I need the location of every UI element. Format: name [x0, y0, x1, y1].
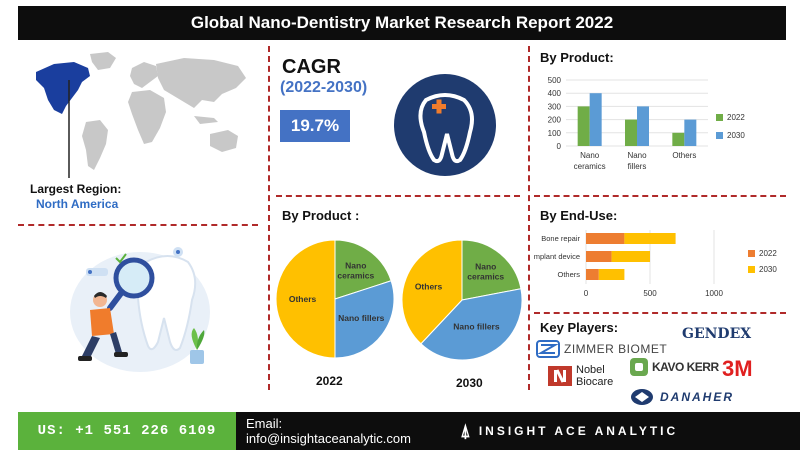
- phone-text: US: +1 551 226 6109: [37, 423, 217, 439]
- pie-slice-label: Nano fillers: [338, 313, 385, 323]
- zimmer-biomet-logo: ZIMMER BIOMET: [536, 340, 667, 358]
- y-tick-label: 100: [548, 129, 562, 138]
- legend-label: 2030: [727, 131, 745, 140]
- divider-enduse: [534, 312, 786, 314]
- tooth-icon: [394, 74, 496, 176]
- x-tick-label: 0: [584, 289, 589, 298]
- pie-slice: [334, 239, 392, 300]
- title-bar: Global Nano-Dentistry Market Research Re…: [18, 6, 786, 40]
- insightace-logo-icon: ⍋: [460, 420, 471, 441]
- pie-slice-label: Others: [289, 294, 317, 304]
- kavo-kerr-text: KAVO KERR: [652, 360, 719, 374]
- footer-phone[interactable]: US: +1 551 226 6109: [18, 412, 236, 450]
- pie-slice-label: Nano fillers: [453, 321, 500, 331]
- page-title: Global Nano-Dentistry Market Research Re…: [190, 13, 614, 32]
- divider-bar: [534, 195, 786, 197]
- bar-2022: [625, 119, 637, 146]
- footer-email[interactable]: Email: info@insightaceanalytic.com: [236, 412, 436, 450]
- email-text: Email: info@insightaceanalytic.com: [246, 416, 411, 446]
- bar-2022: [577, 106, 590, 146]
- gendex-logo: GENDEX: [682, 326, 751, 342]
- bar-2030: [598, 269, 625, 280]
- pie-slice: [461, 239, 522, 301]
- y-tick-label: 200: [548, 116, 562, 125]
- y-tick-label: Bone repair: [541, 234, 580, 243]
- cagr-period: (2022-2030): [280, 79, 368, 96]
- cagr-label: CAGR: [282, 56, 341, 78]
- pie-slice: [275, 239, 336, 359]
- y-tick-label: 0: [557, 142, 562, 151]
- zimmer-biomet-text: ZIMMER BIOMET: [564, 342, 668, 356]
- legend-swatch: [748, 250, 755, 257]
- pie-slice-label: Others: [415, 282, 443, 292]
- dentist-illustration: [70, 247, 210, 372]
- y-tick-label: Others: [557, 270, 580, 279]
- y-tick-label: 500: [548, 76, 562, 85]
- bar-2022: [672, 132, 685, 146]
- divider-cagr: [276, 195, 520, 197]
- x-tick-label: 1000: [705, 289, 723, 298]
- x-tick-label: Others: [672, 151, 696, 160]
- y-tick-label: mplant device: [534, 252, 580, 261]
- bar-2030: [611, 251, 650, 262]
- cagr-value: 19.7%: [290, 116, 340, 135]
- divider-left: [268, 46, 270, 390]
- pie-slice: [420, 288, 523, 361]
- pie-slice: [334, 280, 395, 359]
- nobel-biocare-logo: Nobel Biocare: [548, 364, 624, 388]
- bar-2030: [589, 93, 602, 146]
- gendex-text: GENDEX: [682, 326, 752, 342]
- legend-label: 2030: [759, 265, 777, 274]
- end-use-bar-chart: 0 500 1000 Bone repair mplant device Others 20…: [534, 230, 777, 298]
- x-tick-label: Nano: [627, 151, 647, 160]
- region-value: North America: [36, 197, 119, 211]
- pie-slice: [401, 239, 463, 345]
- bar-2030: [684, 119, 697, 146]
- nobel-biocare-text: Nobel Biocare: [576, 364, 614, 388]
- divider-right: [528, 46, 530, 390]
- x-tick-label: fillers: [628, 162, 647, 171]
- bar-2030: [624, 233, 676, 244]
- y-tick-label: 400: [548, 89, 562, 98]
- 3m-logo: 3M: [722, 356, 753, 382]
- brand-text: INSIGHT ACE ANALYTIC: [478, 424, 679, 438]
- x-tick-label: Nano: [580, 151, 600, 160]
- bar-2030: [637, 106, 649, 146]
- footer-brand: ⍋ INSIGHT ACE ANALYTIC: [436, 412, 800, 450]
- bar-2022: [586, 269, 599, 280]
- region-label: Largest Region:: [30, 182, 122, 196]
- legend-label: 2022: [727, 113, 745, 122]
- pie-year-2022: 2022: [316, 374, 343, 388]
- x-tick-label: 500: [643, 289, 657, 298]
- 3m-text: 3M: [722, 356, 753, 381]
- divider-region: [18, 224, 258, 226]
- key-players-title: Key Players:: [540, 320, 619, 335]
- pie-slice-label: Nano: [345, 260, 366, 270]
- north-america-highlight: [36, 62, 90, 114]
- bar-2022: [586, 251, 612, 262]
- world-map: [36, 52, 246, 178]
- by-product-pie-title: By Product :: [282, 208, 360, 223]
- kavo-kerr-logo: KAVO KERR: [630, 358, 719, 376]
- x-tick-label: ceramics: [574, 162, 606, 171]
- pie-slice-label: ceramics: [337, 270, 374, 280]
- legend-swatch: [716, 132, 723, 139]
- y-tick-label: 300: [548, 102, 562, 111]
- pie-year-2030: 2030: [456, 376, 483, 390]
- bar-2022: [586, 233, 625, 244]
- pie-slice-label: ceramics: [467, 271, 504, 281]
- cagr-value-badge: 19.7%: [280, 110, 350, 142]
- danaher-logo: DANAHER: [630, 388, 734, 406]
- product-bar-chart: 0 100 200 300 400 500 Nano ceramics Nano fillers O…: [548, 76, 746, 171]
- pie-slice-label: Nano: [475, 261, 496, 271]
- legend-swatch: [748, 266, 755, 273]
- legend-swatch: [716, 114, 723, 121]
- legend-label: 2022: [759, 249, 777, 258]
- by-product-bar-title: By Product:: [540, 50, 614, 65]
- danaher-text: DANAHER: [660, 390, 734, 404]
- by-end-use-title: By End-Use:: [540, 208, 618, 223]
